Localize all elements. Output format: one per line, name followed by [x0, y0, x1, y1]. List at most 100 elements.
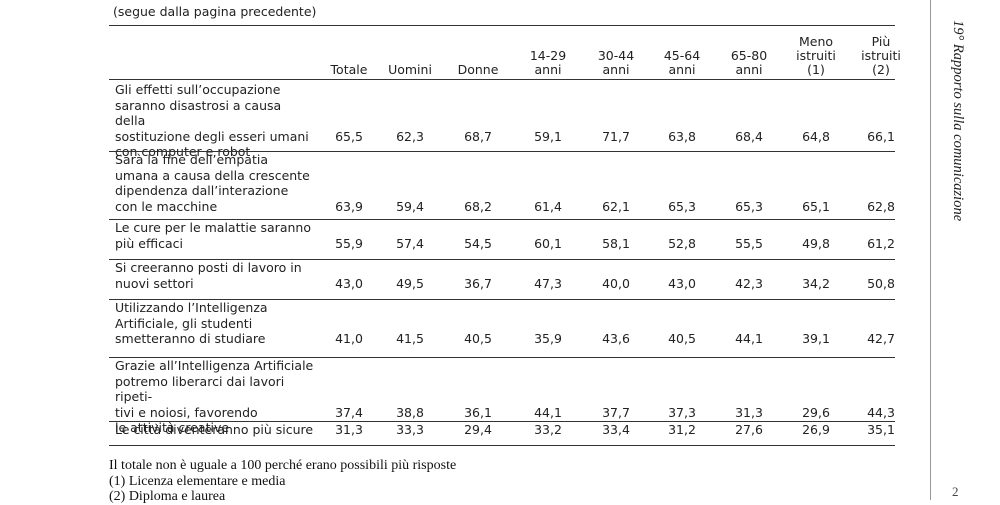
table-cell: 33,2: [534, 422, 562, 437]
row-label-line: sostituzione degli esseri umani: [115, 128, 309, 144]
table-cell: 40,0: [602, 275, 630, 291]
table-cell: 40,5: [668, 331, 696, 346]
table-cell: 37,4: [335, 404, 363, 420]
table-cell: 55,5: [735, 235, 763, 251]
row-separator: [109, 445, 895, 446]
column-header-line: (1): [807, 62, 825, 77]
row-label: Le città diventeranno più sicure: [115, 422, 315, 438]
table-cell: 68,7: [464, 128, 492, 144]
row-label: Sarà la fine dell’empatia umana a causa d…: [115, 152, 315, 214]
row-separator: [109, 421, 895, 422]
table-cell: 29,6: [802, 404, 830, 420]
table-cell: 27,6: [735, 422, 763, 437]
column-header: Uomini: [380, 63, 440, 77]
table-top-rule: [109, 25, 895, 26]
table-notes: Il totale non è uguale a 100 perché eran…: [109, 458, 456, 505]
row-label-line: Le cure per le malattie saranno: [115, 220, 311, 235]
table-cell: 49,5: [396, 275, 424, 291]
table-cell: 57,4: [396, 235, 424, 251]
table-cell: 61,4: [534, 198, 562, 214]
row-separator: [109, 219, 895, 220]
table-cell: 58,1: [602, 235, 630, 251]
column-header: Meno istruiti (1): [786, 35, 846, 77]
row-label-line: Gli effetti sull’occupazione: [115, 82, 281, 97]
table-cell: 59,1: [534, 128, 562, 144]
column-header: Più istruiti (2): [851, 35, 911, 77]
table-cell: 40,5: [464, 331, 492, 346]
column-header: Donne: [448, 63, 508, 77]
table-cell: 44,1: [534, 404, 562, 420]
table-cell: 29,4: [464, 422, 492, 437]
row-separator: [109, 151, 895, 152]
row-separator: [109, 259, 895, 260]
row-label-line: dipendenza dall’interazione: [115, 183, 289, 198]
column-header-line: 30-44: [597, 48, 635, 63]
table-cell: 26,9: [802, 422, 830, 437]
row-label-line: Si creeranno posti di lavoro in: [115, 260, 302, 275]
table-cell: 65,3: [735, 198, 763, 214]
margin-divider: [930, 0, 931, 500]
table-cell: 34,2: [802, 275, 830, 291]
table-cell: 39,1: [802, 331, 830, 346]
table-cell: 63,9: [335, 198, 363, 214]
table-cell: 38,8: [396, 404, 424, 420]
row-label-line: Le città diventeranno più sicure: [115, 422, 314, 437]
table-cell: 33,4: [602, 422, 630, 437]
column-header: 45-64 anni: [652, 49, 712, 77]
table-cell: 55,9: [335, 235, 363, 251]
table-cell: 66,1: [867, 128, 895, 144]
table-cell: 60,1: [534, 235, 562, 251]
note-line: (1) Licenza elementare e media: [109, 473, 286, 489]
table-cell: 43,6: [602, 331, 630, 346]
table-cell: 41,5: [396, 331, 424, 346]
column-header-line: anni: [735, 62, 763, 77]
table-cell: 42,7: [867, 331, 895, 346]
table-cell: 64,8: [802, 128, 830, 144]
row-label-line: smetteranno di studiare: [115, 331, 266, 346]
table-cell: 43,0: [668, 275, 696, 291]
table-cell: 65,1: [802, 198, 830, 214]
table-cell: 62,3: [396, 128, 424, 144]
column-header-line: 14-29: [529, 48, 567, 63]
row-label-line: saranno disastrosi a causa della: [115, 97, 282, 129]
table-cell: 54,5: [464, 235, 492, 251]
column-header-line: istruiti: [796, 48, 836, 63]
column-header-line: Donne: [457, 62, 499, 77]
table-cell: 36,1: [464, 404, 492, 420]
table-cell: 52,8: [668, 235, 696, 251]
table-cell: 71,7: [602, 128, 630, 144]
continuation-note: (segue dalla pagina precedente): [113, 4, 317, 19]
table-cell: 36,7: [464, 275, 492, 291]
row-separator: [109, 357, 895, 358]
column-header-line: 65-80: [730, 48, 768, 63]
column-header-line: Uomini: [388, 62, 432, 77]
table-cell: 65,3: [668, 198, 696, 214]
row-label: Si creeranno posti di lavoro in nuovi set…: [115, 260, 315, 291]
row-label-line: umana a causa della crescente: [115, 167, 310, 183]
table-cell: 68,2: [464, 198, 492, 214]
column-header: 14-29 anni: [518, 49, 578, 77]
row-label: Grazie all’Intelligenza Artificiale potre…: [115, 358, 315, 436]
note-line: (2) Diploma e laurea: [109, 489, 226, 504]
table-cell: 42,3: [735, 275, 763, 291]
table-cell: 41,0: [335, 331, 363, 346]
row-label-line: tivi e noiosi, favorendo: [115, 404, 258, 420]
column-header-line: 45-64: [663, 48, 701, 63]
column-header-line: anni: [534, 62, 562, 77]
table-cell: 47,3: [534, 275, 562, 291]
row-label-line: più efficaci: [115, 235, 183, 251]
table-cell: 65,5: [335, 128, 363, 144]
table-cell: 61,2: [867, 235, 895, 251]
column-header-line: Meno: [798, 34, 834, 49]
table-cell: 49,8: [802, 235, 830, 251]
table-cell: 31,3: [735, 404, 763, 420]
row-label: Utilizzando l’Intelligenza Artificiale, g…: [115, 300, 315, 347]
row-label-line: Grazie all’Intelligenza Artificiale: [115, 358, 314, 373]
row-label-line: Sarà la fine dell’empatia: [115, 152, 268, 167]
table-cell: 50,8: [867, 275, 895, 291]
table-header: Totale Uomini Donne 14-29 anni 30-44 anni 45-64…: [109, 25, 901, 78]
column-header: 65-80 anni: [719, 49, 779, 77]
table-cell: 62,8: [867, 198, 895, 214]
row-label-line: Utilizzando l’Intelligenza: [115, 300, 268, 315]
